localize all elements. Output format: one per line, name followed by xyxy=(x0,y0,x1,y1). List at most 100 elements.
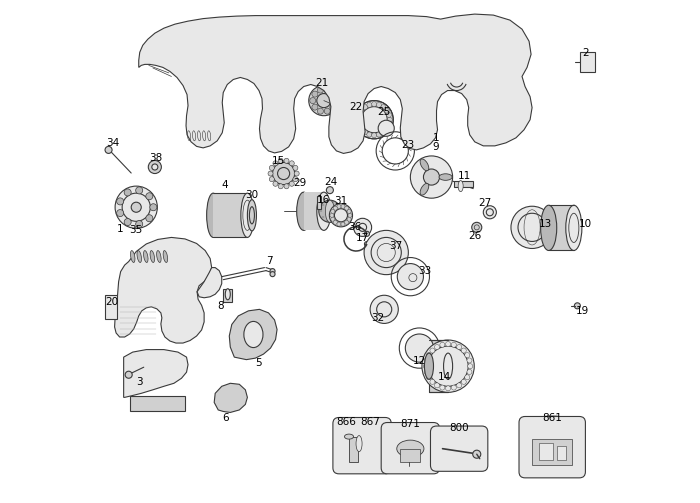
Text: 36: 36 xyxy=(349,222,362,232)
Text: 9: 9 xyxy=(432,142,439,152)
Circle shape xyxy=(270,177,274,182)
Ellipse shape xyxy=(130,250,135,263)
Circle shape xyxy=(440,342,445,347)
Text: 8: 8 xyxy=(217,301,223,311)
Circle shape xyxy=(309,86,339,116)
Circle shape xyxy=(435,383,440,388)
Circle shape xyxy=(377,103,382,108)
Circle shape xyxy=(384,108,389,113)
Text: 871: 871 xyxy=(400,418,420,429)
Circle shape xyxy=(446,342,451,347)
Circle shape xyxy=(440,385,445,390)
Circle shape xyxy=(465,353,470,358)
Circle shape xyxy=(131,202,141,212)
Circle shape xyxy=(347,217,351,221)
Ellipse shape xyxy=(297,192,311,230)
Bar xyxy=(317,196,321,209)
Ellipse shape xyxy=(540,205,556,250)
Circle shape xyxy=(341,204,345,208)
Circle shape xyxy=(367,103,372,108)
Circle shape xyxy=(136,187,143,194)
Circle shape xyxy=(317,108,323,114)
Circle shape xyxy=(125,371,132,378)
Text: 19: 19 xyxy=(576,306,589,316)
Ellipse shape xyxy=(420,159,429,171)
Bar xyxy=(349,437,358,462)
Circle shape xyxy=(405,334,433,362)
Polygon shape xyxy=(139,14,532,153)
Circle shape xyxy=(467,358,472,363)
Text: 4: 4 xyxy=(221,180,228,190)
Circle shape xyxy=(270,272,275,277)
Ellipse shape xyxy=(157,250,161,263)
Text: 15: 15 xyxy=(272,156,285,166)
Circle shape xyxy=(511,206,553,248)
Circle shape xyxy=(150,204,157,211)
Circle shape xyxy=(344,220,349,224)
Text: 7: 7 xyxy=(266,256,273,266)
Circle shape xyxy=(398,264,424,290)
Circle shape xyxy=(364,230,408,275)
Ellipse shape xyxy=(150,250,155,263)
Circle shape xyxy=(332,98,338,104)
Circle shape xyxy=(348,213,352,217)
Circle shape xyxy=(357,112,362,117)
Text: 30: 30 xyxy=(246,190,258,200)
Circle shape xyxy=(284,158,289,163)
Text: 24: 24 xyxy=(324,177,337,187)
Bar xyxy=(580,52,596,72)
Circle shape xyxy=(318,200,341,222)
Bar xyxy=(549,205,574,250)
Bar xyxy=(214,193,247,237)
Ellipse shape xyxy=(244,321,263,348)
Circle shape xyxy=(330,213,334,217)
Circle shape xyxy=(452,385,456,390)
Circle shape xyxy=(273,161,278,166)
Circle shape xyxy=(152,164,158,170)
Circle shape xyxy=(410,156,453,198)
Text: 21: 21 xyxy=(316,78,329,88)
Ellipse shape xyxy=(326,187,333,194)
Circle shape xyxy=(270,269,275,274)
Polygon shape xyxy=(115,237,211,343)
Polygon shape xyxy=(214,383,247,412)
Ellipse shape xyxy=(420,184,429,195)
Circle shape xyxy=(424,358,429,363)
Circle shape xyxy=(424,169,440,185)
Text: 31: 31 xyxy=(335,196,348,206)
Text: 14: 14 xyxy=(438,372,452,382)
Circle shape xyxy=(272,162,295,185)
Circle shape xyxy=(456,383,462,388)
Circle shape xyxy=(456,345,462,350)
Circle shape xyxy=(384,126,389,131)
Text: 16: 16 xyxy=(316,195,330,205)
Text: 32: 32 xyxy=(371,313,384,323)
Ellipse shape xyxy=(458,181,463,192)
Text: 26: 26 xyxy=(468,231,482,241)
Circle shape xyxy=(146,193,153,200)
Circle shape xyxy=(354,218,372,236)
Circle shape xyxy=(148,160,162,174)
Circle shape xyxy=(426,353,431,358)
Circle shape xyxy=(324,87,330,93)
Circle shape xyxy=(467,369,472,374)
Text: 5: 5 xyxy=(255,358,262,368)
Circle shape xyxy=(370,295,398,323)
Text: 3: 3 xyxy=(136,377,143,387)
Bar xyxy=(104,295,117,319)
Circle shape xyxy=(357,122,362,127)
Circle shape xyxy=(117,198,124,205)
Bar xyxy=(223,289,232,302)
Bar xyxy=(130,396,185,411)
Circle shape xyxy=(105,146,112,153)
Bar xyxy=(539,443,553,460)
Circle shape xyxy=(355,101,393,139)
Circle shape xyxy=(365,241,370,246)
Ellipse shape xyxy=(163,250,167,263)
Ellipse shape xyxy=(206,193,220,237)
Text: 12: 12 xyxy=(413,356,426,366)
Bar xyxy=(429,340,448,392)
Circle shape xyxy=(337,222,341,226)
Ellipse shape xyxy=(317,192,331,230)
Circle shape xyxy=(324,108,330,114)
